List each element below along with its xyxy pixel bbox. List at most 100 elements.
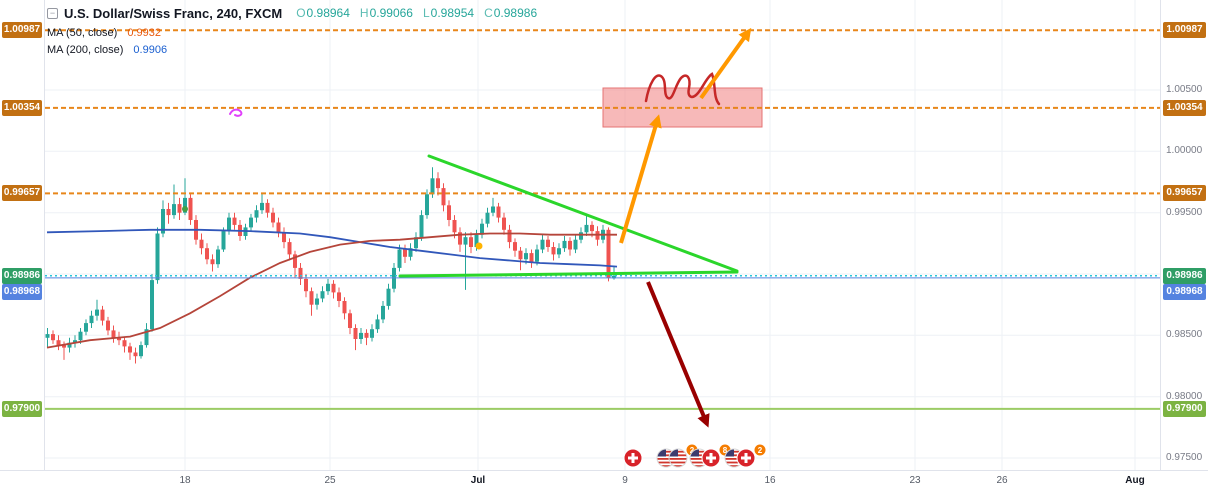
candle-body [155, 233, 160, 281]
candle-body [359, 332, 363, 339]
candle-body [249, 217, 253, 228]
price-level-badge[interactable]: 1.00354 [2, 99, 42, 116]
arrow-drawing[interactable] [646, 281, 710, 428]
economic-event-marker[interactable] [623, 448, 643, 468]
supply-zone-rectangle[interactable] [602, 87, 763, 128]
economic-event-marker[interactable]: 8 [689, 443, 732, 468]
ma50-value: 0.9932 [127, 27, 161, 39]
price-level-badge[interactable]: 1.00354 [1163, 99, 1206, 116]
candle-body [304, 278, 308, 292]
time-axis-label: 18 [179, 475, 191, 486]
trendline[interactable] [427, 154, 739, 273]
candle-body [117, 337, 121, 341]
candle-body [100, 309, 105, 321]
candle-body [232, 217, 237, 225]
price-level-badge[interactable]: 0.99657 [2, 185, 42, 202]
candle-body [287, 242, 292, 255]
candle-body [271, 212, 275, 223]
candle-body [425, 194, 429, 216]
candle-body [612, 275, 616, 279]
price-level-badge[interactable]: 0.97900 [1163, 400, 1206, 417]
candle-body [573, 239, 578, 250]
candle-body [447, 205, 451, 220]
candle-body [474, 234, 479, 247]
trendline[interactable] [398, 270, 739, 278]
candle-body [348, 313, 352, 328]
candle-body [590, 224, 594, 232]
candle-body [463, 237, 468, 245]
candle-body [216, 249, 220, 265]
candle-body [282, 232, 286, 243]
price-level-badge[interactable]: 0.98968 [1163, 283, 1206, 300]
candle-body [524, 253, 528, 260]
time-axis-label: 23 [909, 475, 921, 486]
swiss-cross-icon [741, 456, 751, 460]
time-axis-label: 26 [996, 475, 1008, 486]
candle-body [458, 232, 462, 245]
ma50-legend-row[interactable]: MA (50, close) 0.9932 [47, 27, 547, 39]
candle-body [551, 247, 556, 255]
time-axis[interactable]: 18 25 Jul 9 16 23 26 Aug [0, 470, 1208, 490]
hand-drawn-scribble[interactable] [229, 108, 243, 117]
price-level-badge[interactable]: 0.98986 [1163, 267, 1206, 284]
candle-body [221, 231, 226, 250]
symbol-title[interactable]: U.S. Dollar/Swiss Franc, 240, FXCM [64, 5, 283, 21]
price-level-badge[interactable]: 0.97900 [2, 400, 42, 417]
economic-event-marker[interactable]: 2 [724, 443, 767, 468]
economic-event-marker[interactable]: 2 [656, 443, 699, 468]
candle-body [161, 209, 165, 234]
price-level-badge[interactable]: 0.98968 [2, 283, 42, 300]
arrow-drawing[interactable] [619, 114, 662, 244]
candle-body [320, 291, 325, 299]
price-level-badge[interactable]: 0.98986 [2, 267, 42, 284]
candle-body [188, 197, 193, 220]
candle-body [139, 345, 143, 357]
legend-title-row: − U.S. Dollar/Swiss Franc, 240, FXCM O0.… [47, 4, 547, 22]
price-chart-pane[interactable]: 2 8 2 [0, 0, 1208, 470]
ma50-line[interactable] [46, 232, 617, 349]
event-count-text: 2 [690, 446, 695, 455]
price-level-badge[interactable]: 1.00987 [1163, 22, 1206, 39]
candle-body [128, 346, 132, 353]
hand-drawn-scribble[interactable] [644, 72, 721, 106]
price-level-badge[interactable]: 0.99657 [1163, 185, 1206, 202]
candle-body [111, 330, 116, 338]
candle-body [73, 340, 77, 343]
candle-body [386, 288, 391, 306]
candle-body [606, 229, 611, 278]
candle-body [51, 334, 55, 341]
candle-body [414, 237, 418, 249]
candle-body [568, 240, 572, 250]
price-axis-label: 0.98000 [1166, 390, 1203, 402]
candle-body [122, 340, 127, 347]
candle-body [452, 220, 457, 233]
candle-body [265, 202, 270, 213]
candles-series [45, 167, 616, 364]
arrow-drawing[interactable] [699, 27, 752, 100]
time-axis-label: Jul [470, 475, 486, 486]
price-level-badge[interactable]: 1.00987 [2, 22, 42, 39]
candle-body [298, 267, 303, 279]
candle-body [337, 292, 341, 301]
ma200-line[interactable] [46, 228, 618, 268]
time-axis-label: 16 [764, 475, 776, 486]
left-price-axis[interactable]: 1.00987 1.00354 0.99657 0.98986 0.98968 0.979… [0, 0, 45, 470]
candle-body [502, 217, 506, 230]
candle-body [205, 248, 209, 260]
open-label: O [296, 6, 306, 20]
candle-body [491, 206, 495, 213]
price-axis-label: 0.99500 [1166, 206, 1203, 218]
candle-body [419, 215, 424, 238]
candle-body [430, 178, 435, 195]
collapse-legend-icon[interactable]: − [47, 7, 58, 19]
ma200-value: 0.9906 [133, 44, 168, 56]
candle-body [579, 232, 583, 240]
right-price-axis[interactable]: 1.00500 1.00000 0.99500 0.98500 0.98000 0.975… [1160, 0, 1208, 470]
candle-body [177, 204, 182, 213]
event-count-text: 8 [723, 446, 728, 455]
ma200-legend-row[interactable]: MA (200, close) 0.9906 [47, 44, 547, 56]
open-value: 0.98964 [306, 6, 350, 20]
candle-body [441, 188, 446, 206]
candle-body [557, 248, 561, 255]
event-count-text: 2 [758, 446, 763, 455]
